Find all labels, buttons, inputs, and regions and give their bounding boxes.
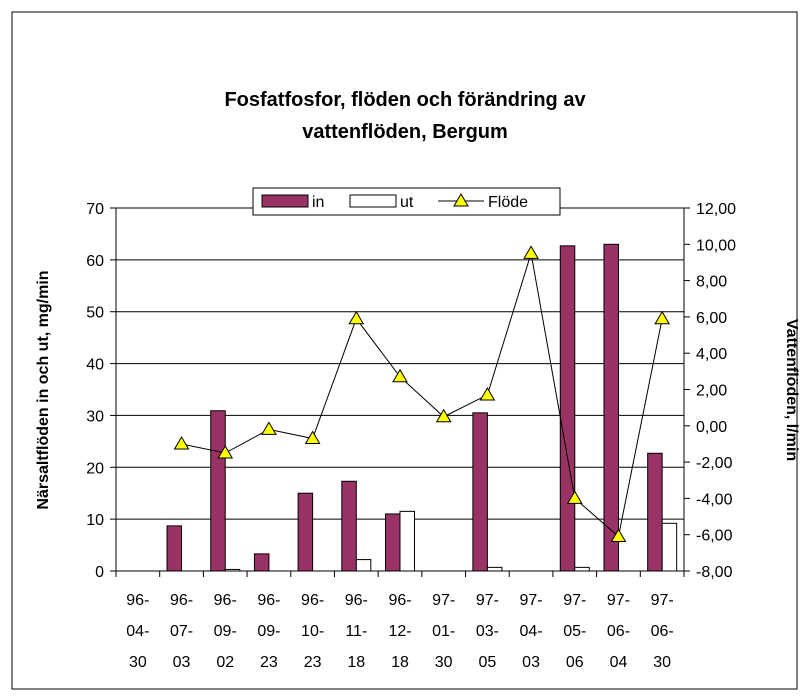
legend-swatch (261, 194, 309, 208)
x-tick-label: 97-06-04 (607, 592, 630, 671)
bar (166, 525, 183, 572)
bar (647, 452, 663, 572)
x-tick-label: 97-06-30 (651, 592, 674, 671)
y-tick-label: 40 (86, 357, 104, 374)
y-axis-label: Närsaltflöden in och ut, mg/min (35, 270, 52, 509)
marker (566, 490, 583, 504)
x-tick-label: 96-10-23 (301, 592, 324, 671)
y2-tick-label: -8,00 (696, 564, 733, 581)
x-tick-label: 96-07-03 (170, 592, 193, 671)
legend-label: in (312, 194, 324, 211)
y2-tick-label: 12,00 (696, 201, 736, 218)
y-tick-label: 60 (86, 253, 104, 270)
x-tick-label: 97-04-03 (520, 592, 543, 671)
chart-title: Fosfatfosfor, flöden och förändring av (224, 89, 586, 111)
bar (472, 412, 488, 572)
marker (348, 310, 365, 325)
x-tick-label: 97-03-05 (476, 592, 499, 671)
line (181, 253, 663, 538)
marker (610, 528, 627, 543)
legend-label: Flöde (488, 194, 528, 211)
marker (217, 445, 234, 459)
y2-tick-label: 6,00 (696, 310, 727, 327)
bar (574, 566, 590, 572)
marker (654, 310, 671, 325)
y2-tick-label: 2,00 (696, 383, 727, 400)
y2-tick-label: 10,00 (696, 237, 736, 254)
x-tick-label: 96-11-18 (345, 592, 368, 671)
x-tick-label: 97-05-06 (563, 592, 586, 671)
y2-tick-label: -4,00 (696, 491, 733, 508)
marker (392, 368, 408, 383)
x-tick-label: 96-09-23 (257, 592, 280, 671)
marker (261, 421, 277, 435)
y2-tick-label: -6,00 (696, 528, 733, 545)
bar (224, 568, 241, 572)
bar (559, 245, 576, 572)
chart-title: vattenflöden, Bergum (302, 121, 508, 143)
marker (435, 408, 452, 423)
y-tick-label: 20 (86, 460, 104, 477)
x-tick-label: 96-12-18 (388, 592, 411, 671)
y2-tick-label: 4,00 (696, 346, 727, 363)
marker (304, 430, 321, 445)
bar (341, 480, 357, 572)
x-tick-label: 96-09-02 (214, 592, 237, 671)
y-tick-label: 0 (95, 564, 104, 581)
bar (385, 513, 401, 572)
y-tick-label: 50 (86, 305, 104, 322)
bar (486, 566, 503, 572)
bar (297, 492, 314, 572)
bar (355, 559, 372, 572)
bar (399, 510, 415, 572)
y2-tick-label: 0,00 (696, 419, 727, 436)
bar (661, 522, 678, 572)
legend-swatch (453, 193, 469, 207)
y-tick-label: 10 (86, 512, 104, 529)
bar (253, 553, 270, 572)
marker (479, 386, 496, 401)
legend-label: ut (400, 194, 414, 211)
x-tick-label: 97-01-30 (432, 592, 455, 671)
y2-tick-label: 8,00 (696, 274, 727, 291)
marker (173, 435, 190, 450)
bar (603, 243, 619, 572)
chart-frame (11, 11, 798, 690)
x-tick-label: 96-04-30 (126, 592, 149, 671)
legend-swatch (349, 194, 397, 208)
marker (523, 245, 539, 259)
y2-axis-label: Vattenflöden, l/min (783, 319, 800, 461)
y-tick-label: 70 (86, 201, 104, 218)
bar (210, 410, 226, 572)
y-tick-label: 30 (86, 408, 104, 425)
y2-tick-label: -2,00 (696, 455, 733, 472)
